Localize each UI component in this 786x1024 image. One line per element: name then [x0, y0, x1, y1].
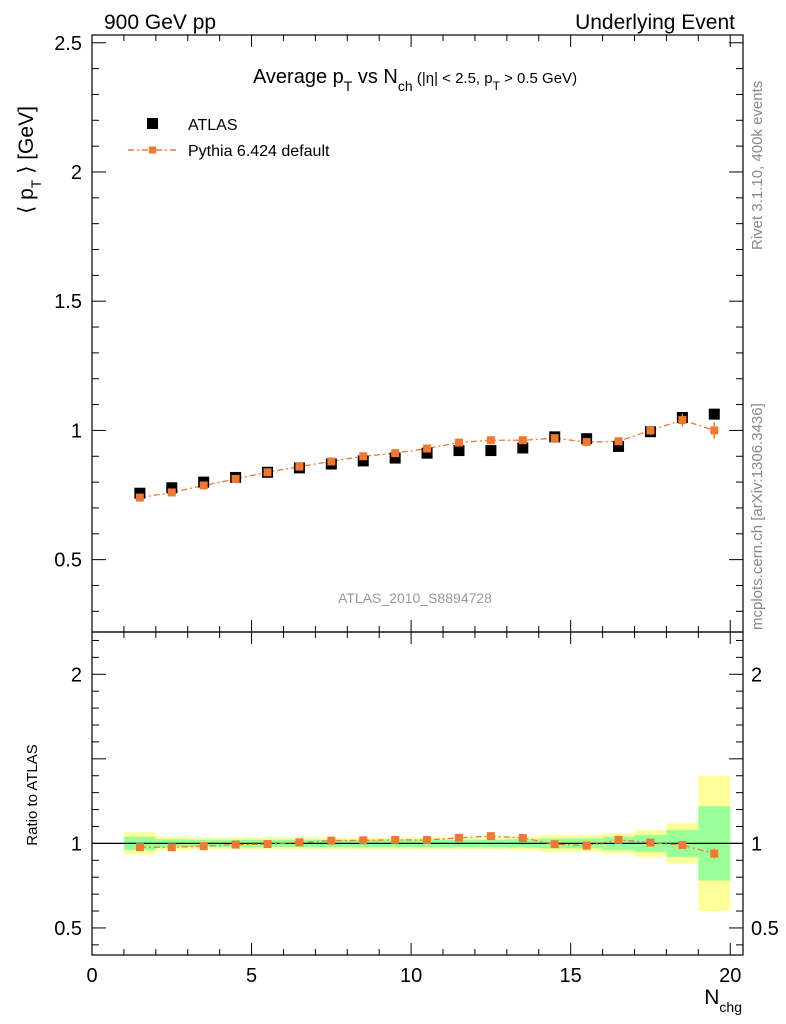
pythia-point: [582, 438, 591, 447]
ratio-pythia-point: [550, 840, 559, 849]
pythia-point: [167, 488, 176, 497]
pythia-point: [327, 457, 336, 466]
y-tick-label-right: 0.5: [751, 918, 779, 940]
ratio-panel-axes: 0 5 10 15 20 0.5 0.5 1 1 2 2: [54, 631, 779, 987]
ratio-pythia-point: [518, 833, 527, 842]
x-tick-label: 15: [560, 965, 582, 987]
ratio-pythia-point: [710, 849, 719, 858]
legend-pythia-marker: [149, 146, 156, 154]
pythia-point: [295, 462, 304, 471]
x-tick-label: 10: [400, 965, 422, 987]
atlas-point: [453, 445, 465, 457]
pythia-point: [454, 438, 463, 447]
ratio-pythia-point: [678, 841, 687, 850]
ratio-pythia-point: [359, 836, 368, 845]
atlas-point: [613, 440, 625, 452]
ratio-pythia-point: [486, 832, 495, 841]
ratio-pythia-point: [135, 843, 144, 852]
y-tick-label-right: 2: [751, 664, 762, 686]
x-axis-label: Nchg: [704, 986, 742, 1015]
pythia-point: [518, 436, 527, 445]
x-tick-label: 5: [246, 965, 257, 987]
ratio-pythia-point: [263, 840, 272, 849]
pythia-point: [710, 426, 719, 435]
atlas-point: [485, 445, 497, 457]
pythia-point: [263, 468, 272, 477]
y-tick-label: 2: [71, 162, 82, 184]
ratio-pythia-point: [391, 835, 400, 844]
y-tick-label: 2: [71, 664, 82, 686]
ratio-pythia-point: [646, 838, 655, 847]
main-y-label: ⟨ pT ⟩ [GeV]: [15, 106, 44, 214]
legend-atlas-label: ATLAS: [188, 117, 238, 134]
pythia-point: [423, 444, 432, 453]
ratio-y-label: Ratio to ATLAS: [24, 744, 41, 845]
ratio-pythia-point: [199, 842, 208, 851]
legend-pythia-label: Pythia 6.424 default: [188, 143, 330, 160]
ratio-pythia-point: [295, 838, 304, 847]
pythia-point: [199, 481, 208, 490]
header-left: 900 GeV pp: [104, 11, 216, 34]
ratio-panel-data: [135, 832, 719, 859]
y-tick-label-right: 1: [751, 833, 762, 855]
ratio-pythia-point: [327, 836, 336, 845]
y-tick-label: 0.5: [54, 918, 82, 940]
y-tick-label: 1: [71, 420, 82, 442]
y-tick-label: 0.5: [54, 550, 82, 572]
atlas-point: [166, 482, 178, 494]
legend: ATLAS Pythia 6.424 default: [128, 117, 330, 160]
pythia-point: [614, 437, 623, 446]
analysis-watermark: ATLAS_2010_S8894728: [338, 590, 492, 606]
pythia-point: [486, 436, 495, 445]
pythia-point: [359, 452, 368, 461]
mcplots-label: mcplots.cern.ch [arXiv:1306.3436]: [749, 403, 766, 630]
ratio-pythia-point: [231, 840, 240, 849]
pythia-point: [391, 449, 400, 458]
y-tick-label: 1: [71, 833, 82, 855]
header-right: Underlying Event: [575, 11, 735, 34]
atlas-point: [357, 455, 369, 467]
ratio-pythia-point: [423, 836, 432, 845]
main-panel-data: [134, 408, 720, 502]
legend-atlas-marker: [147, 118, 158, 129]
y-tick-label: 1.5: [54, 291, 82, 313]
pythia-point: [678, 416, 687, 425]
ratio-panel-frame: [91, 631, 744, 956]
pythia-point: [550, 434, 559, 443]
ratio-pythia-point: [614, 835, 623, 844]
x-tick-label: 0: [86, 965, 97, 987]
main-panel-axes: 0.5 1 1.5 2 2.5: [54, 33, 744, 633]
pythia-point: [135, 493, 144, 502]
main-title: Average pT vs Nch (|η| < 2.5, pT > 0.5 G…: [253, 66, 577, 94]
ratio-pythia-point: [582, 841, 591, 850]
y-tick-label: 2.5: [54, 33, 82, 55]
pythia-line: [139, 419, 715, 499]
atlas-point: [708, 408, 720, 420]
atlas-point: [134, 487, 146, 499]
x-tick-label: 20: [719, 965, 741, 987]
pythia-point: [646, 426, 655, 435]
atlas-point: [389, 452, 401, 464]
rivet-label: Rivet 3.1.10, 400k events: [749, 81, 766, 250]
pythia-point: [231, 475, 240, 484]
atlas-point: [421, 447, 433, 459]
atlas-point: [517, 442, 529, 454]
ratio-pythia-point: [454, 833, 463, 842]
ratio-pythia-point: [167, 843, 176, 852]
